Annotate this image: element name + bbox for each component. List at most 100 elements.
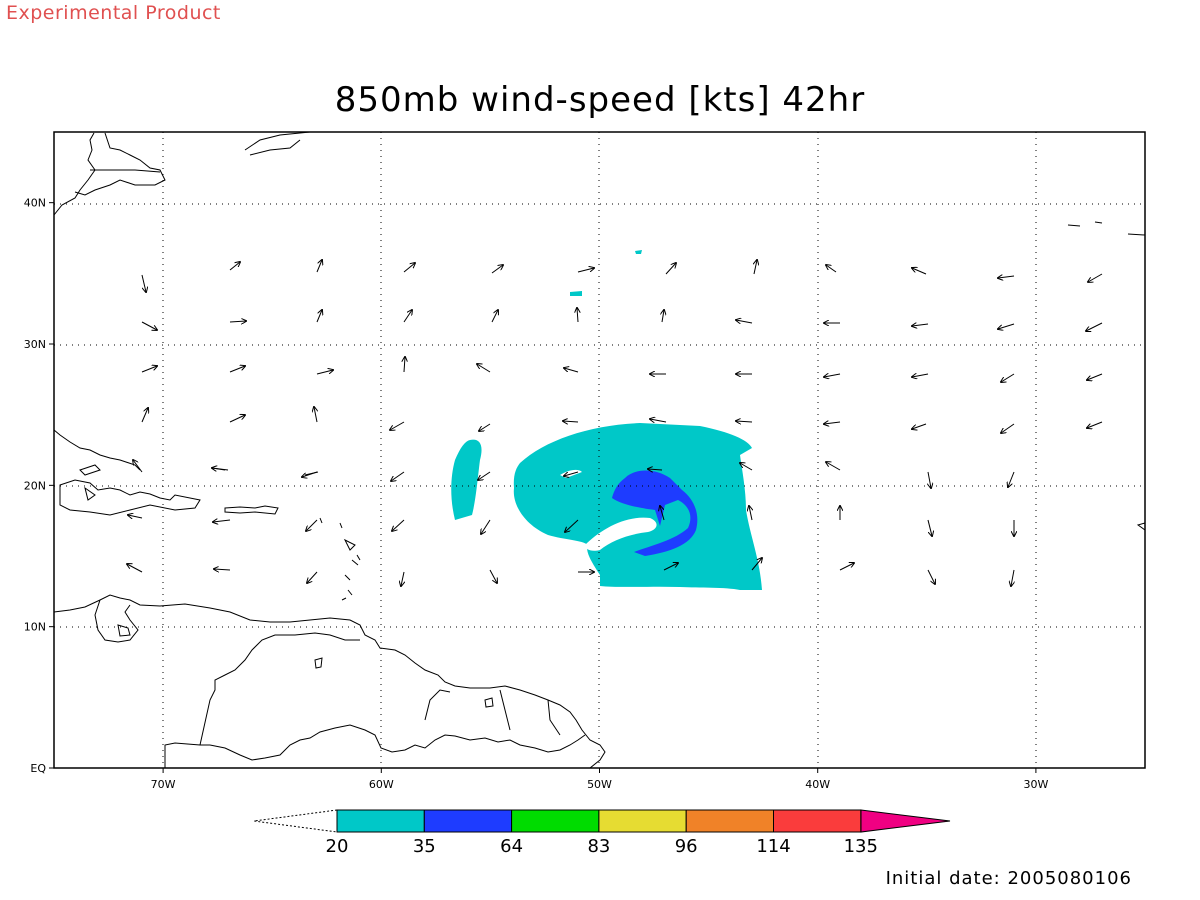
wind-vector <box>401 571 404 586</box>
wind-vector <box>824 422 841 424</box>
wind-vector <box>391 471 405 481</box>
wind-vector <box>754 260 757 275</box>
colorbar-label: 114 <box>756 836 790 857</box>
colorbar-label: 64 <box>500 836 523 857</box>
wind-vector <box>491 310 498 323</box>
colorbar-lower-extension <box>253 809 338 833</box>
wind-vector <box>390 421 405 430</box>
wind-vector <box>1001 423 1015 433</box>
wind-vector <box>648 469 663 470</box>
wind-vector <box>564 471 579 476</box>
wind-vector <box>577 308 578 323</box>
wind-vector <box>927 519 932 536</box>
wind-vector <box>839 563 854 571</box>
wind-vector <box>998 323 1015 329</box>
wind-vector <box>141 321 157 330</box>
lon-label: 50W <box>587 778 612 791</box>
wind-vector <box>229 366 245 373</box>
wind-vector <box>826 462 841 471</box>
wind-vector <box>751 558 762 571</box>
wind-vector <box>565 519 579 532</box>
wind-vector <box>1011 569 1014 586</box>
longitude-labels: 70W 60W 50W 40W 30W <box>151 768 1048 791</box>
wind-vector <box>912 324 929 326</box>
wind-vector <box>478 471 491 480</box>
wind-vector <box>392 519 405 531</box>
wind-vector <box>214 569 231 570</box>
wind-vector <box>403 310 412 323</box>
wind-vector <box>491 265 503 274</box>
wind-vector <box>998 276 1015 278</box>
wind-vector <box>229 321 246 322</box>
wind-vector <box>563 421 579 422</box>
colorbar-label: 96 <box>675 836 698 857</box>
colorbar-swatch <box>336 809 425 833</box>
wind-vector <box>141 408 148 423</box>
colorbar-swatch <box>423 809 513 833</box>
wind-vector <box>912 374 929 377</box>
lon-label: 70W <box>151 778 176 791</box>
wind-vector <box>213 520 231 522</box>
wind-vector <box>826 265 837 273</box>
wind-vector <box>133 460 143 473</box>
lon-label: 60W <box>369 778 394 791</box>
wind-vector <box>650 419 667 422</box>
lat-label: 30N <box>24 338 46 351</box>
wind-vector <box>736 320 753 323</box>
wind-vector <box>229 262 240 271</box>
wind-vector <box>229 415 245 423</box>
lon-label: 30W <box>1023 778 1048 791</box>
wind-vector <box>660 506 665 521</box>
wind-vector <box>141 366 157 373</box>
wind-shading-20kt-cell <box>570 250 642 296</box>
wind-vector <box>1087 373 1103 380</box>
wind-vector <box>1086 322 1103 331</box>
colorbar: 20 35 64 83 96 114 135 <box>253 809 951 857</box>
initial-date-label: Initial date: 2005080106 <box>885 868 1132 889</box>
wind-vector <box>314 407 317 423</box>
wind-vector <box>404 357 405 373</box>
colorbar-swatch <box>685 809 775 833</box>
wind-vector <box>403 263 415 273</box>
wind-vector <box>302 471 318 477</box>
colorbar-swatch <box>598 809 687 833</box>
wind-vector <box>128 515 143 518</box>
experimental-product-label: Experimental Product <box>6 2 221 24</box>
colorbar-label: 35 <box>413 836 436 857</box>
lat-label: EQ <box>30 762 46 775</box>
wind-vector <box>928 471 931 488</box>
wind-vector <box>481 519 491 534</box>
lon-label: 40W <box>805 778 830 791</box>
lat-label: 20N <box>24 479 46 492</box>
wind-vector <box>1008 471 1015 487</box>
map-title: 850mb wind-speed [kts] 42hr <box>334 80 866 120</box>
wind-vector <box>477 364 491 373</box>
colorbar-label: 20 <box>326 836 349 857</box>
colorbar-swatch <box>773 809 862 833</box>
wind-vector <box>927 569 935 584</box>
wind-vector <box>479 423 491 431</box>
latitude-labels: 40N 30N 20N 10N EQ <box>24 197 54 775</box>
wind-vector <box>307 571 318 583</box>
wind-vector <box>489 569 497 583</box>
wind-vector <box>912 423 927 429</box>
grid-lines <box>54 132 1145 768</box>
colorbar-upper-extension <box>860 809 951 833</box>
wind-vector <box>665 263 676 275</box>
wind-shading-gap <box>585 517 657 551</box>
colorbar-label: 83 <box>587 836 610 857</box>
wind-vector <box>736 421 753 422</box>
wind-vector <box>316 260 322 273</box>
colorbar-swatch <box>511 809 600 833</box>
wind-vector <box>564 368 579 373</box>
wind-vector <box>1001 373 1015 382</box>
wind-vector <box>824 374 841 377</box>
wind-vector <box>316 310 322 323</box>
wind-vector <box>577 268 594 273</box>
wind-vector <box>127 564 143 573</box>
wind-vectors <box>127 260 1103 586</box>
wind-vector <box>663 563 678 571</box>
wind-vector <box>306 519 318 531</box>
wind-vector <box>912 268 927 275</box>
wind-vector <box>1088 273 1103 282</box>
